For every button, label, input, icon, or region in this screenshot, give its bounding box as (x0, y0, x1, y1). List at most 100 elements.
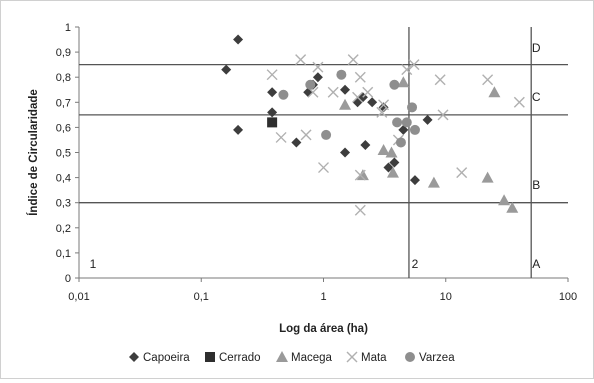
capoeira-point (291, 137, 302, 148)
capoeira-point (378, 102, 389, 113)
varzea-point (401, 117, 412, 128)
capoeira-point (389, 157, 400, 168)
region-label: 2 (412, 257, 419, 271)
capoeira-point (233, 124, 244, 135)
capoeira-point (267, 87, 278, 98)
capoeira-point (383, 162, 394, 173)
region-label: D (532, 41, 541, 55)
cerrado-point (267, 117, 278, 128)
legend: Capoeira Cerrado Macega Mata Varzea (129, 351, 455, 364)
capoeira-point (312, 72, 323, 83)
mata-point (354, 71, 366, 83)
capoeira-point (367, 97, 378, 108)
legend-item-cerrado: Cerrado (205, 352, 261, 364)
capoeira-point (267, 107, 278, 118)
data-points (221, 34, 525, 216)
legend-label: Varzea (419, 352, 455, 364)
y-tick-label: 0,1 (56, 248, 71, 260)
varzea-point (336, 69, 347, 80)
y-tick-label: 0,8 (56, 72, 71, 84)
legend-label: Capoeira (143, 352, 190, 364)
legend-marker (405, 352, 415, 362)
legend-label: Cerrado (219, 352, 261, 364)
y-tick-label: 0,7 (56, 97, 71, 109)
varzea-point (321, 129, 332, 140)
mata-point (434, 74, 446, 86)
mata-point (456, 167, 468, 179)
mata-point (378, 99, 390, 111)
region-labels: D C B A 1 2 (90, 41, 541, 271)
legend-marker (276, 351, 288, 362)
mata-point (408, 59, 420, 71)
capoeira-point (360, 139, 371, 150)
y-axis-title: Índice de Circularidade (27, 89, 40, 216)
macega-point (339, 98, 352, 110)
region-label: B (532, 178, 540, 192)
mata-point (327, 86, 339, 98)
x-tick-label: 0,1 (194, 291, 209, 303)
legend-item-mata: Mata (346, 351, 387, 364)
macega-point (481, 171, 494, 183)
varzea-point (392, 117, 403, 128)
x-tick-label: 1 (320, 291, 326, 303)
reference-lines (79, 27, 568, 278)
mata-point (482, 74, 494, 86)
legend-item-varzea: Varzea (405, 352, 455, 364)
y-tick-label: 0,3 (56, 198, 71, 210)
macega-point (386, 166, 399, 178)
y-tick-label: 1 (65, 22, 71, 34)
mata-point (318, 162, 329, 174)
region-label: C (532, 90, 541, 104)
region-label: 1 (90, 257, 97, 271)
mata-point (300, 129, 312, 141)
capoeira-point (233, 34, 244, 45)
mata-point (354, 204, 366, 216)
y-tick-label: 0,6 (56, 122, 71, 134)
y-tick-label: 0 (65, 273, 71, 285)
mata-point (347, 54, 359, 66)
varzea-point (409, 124, 420, 135)
axes-layer: 0 0,1 0,2 0,3 0,4 0,5 0,6 0,7 0,8 0,9 1 0,01 0,1 1 10 1… (56, 22, 577, 303)
varzea-point (395, 137, 406, 148)
varzea-point (278, 89, 289, 100)
y-tick-label: 0,2 (56, 223, 71, 235)
macega-point (427, 176, 440, 188)
mata-point (275, 131, 287, 143)
macega-point (356, 169, 369, 181)
mata-point (401, 64, 413, 76)
mata-point (266, 69, 278, 81)
x-axis-title: Log da área (ha) (279, 323, 368, 335)
mata-point (352, 91, 364, 103)
x-tick-label: 10 (440, 291, 452, 303)
y-tick-label: 0,5 (56, 148, 71, 160)
macega-point (385, 146, 398, 158)
varzea-point (305, 79, 316, 90)
legend-marker (346, 351, 358, 363)
capoeira-point (422, 114, 433, 125)
mata-point (354, 169, 366, 181)
mata-point (437, 109, 449, 121)
macega-point (397, 76, 410, 88)
y-tick-label: 0,9 (56, 47, 71, 59)
legend-label: Mata (361, 352, 387, 364)
macega-point (377, 143, 390, 155)
mata-point (513, 96, 525, 108)
x-tick-label: 100 (559, 291, 577, 303)
capoeira-point (409, 175, 420, 186)
legend-label: Macega (291, 352, 333, 364)
macega-point (488, 86, 501, 98)
y-tick-label: 0,4 (56, 173, 71, 185)
capoeira-point (340, 84, 351, 95)
varzea-point (389, 79, 400, 90)
legend-marker (129, 352, 139, 362)
legend-item-macega: Macega (276, 351, 333, 364)
capoeira-point (221, 64, 232, 75)
capoeira-point (340, 147, 351, 158)
mata-point (362, 86, 374, 98)
mata-point (295, 54, 307, 66)
region-label: A (532, 257, 540, 271)
capoeira-point (398, 124, 409, 135)
macega-point (506, 201, 519, 213)
